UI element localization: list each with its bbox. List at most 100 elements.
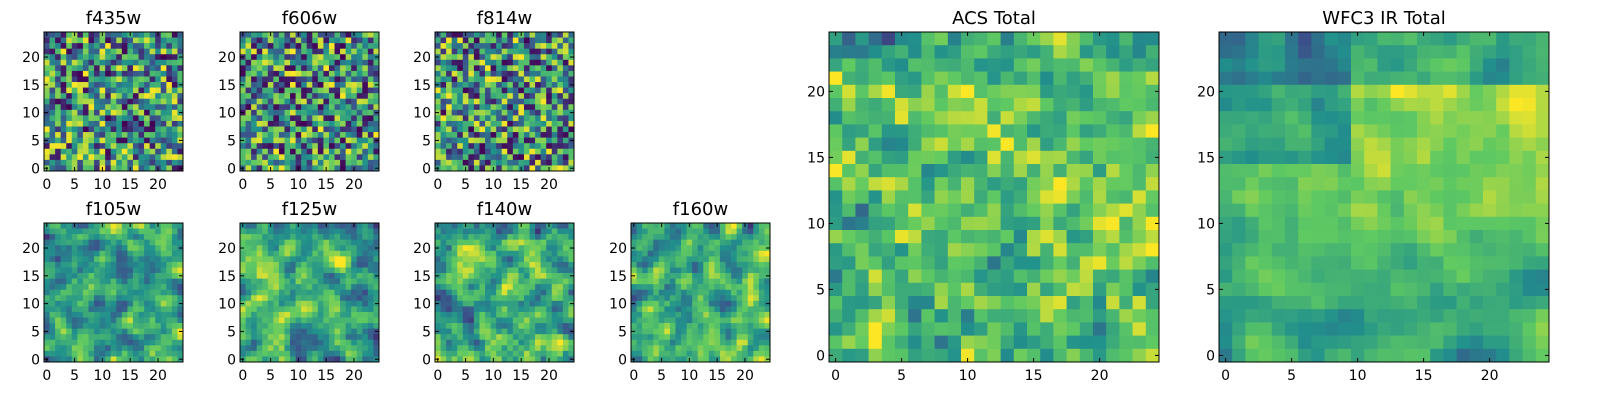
heatmap-cell <box>501 356 508 363</box>
heatmap-cell <box>457 223 464 229</box>
heatmap-cell <box>1013 164 1028 178</box>
heatmap-cell <box>256 245 263 252</box>
heatmap-cell <box>987 216 1001 231</box>
heatmap-cell <box>88 261 95 268</box>
heatmap-cell <box>251 115 258 122</box>
heatmap-cell <box>675 267 682 274</box>
heatmap-cell <box>356 82 363 88</box>
heatmap-cell <box>961 150 975 165</box>
heatmap-cell <box>512 70 519 77</box>
heatmap-cell <box>518 245 525 252</box>
heatmap-cell <box>658 300 665 307</box>
heatmap-cell <box>328 126 335 133</box>
axes-frame <box>239 31 380 172</box>
heatmap-cell <box>829 45 843 59</box>
heatmap-cell <box>345 356 352 363</box>
heatmap-cell <box>529 278 536 285</box>
heatmap-cell <box>262 289 269 296</box>
heatmap-cell <box>256 115 263 122</box>
heatmap-cell <box>753 317 760 324</box>
heatmap-cell <box>692 223 699 229</box>
heatmap-cell <box>507 82 514 88</box>
heatmap-cell <box>99 306 106 313</box>
heatmap-cell <box>351 159 358 166</box>
heatmap-cell <box>473 59 480 66</box>
heatmap-cell <box>485 87 491 94</box>
heatmap-cell <box>317 317 324 324</box>
heatmap-cell <box>1145 58 1160 72</box>
heatmap-cell <box>149 159 156 166</box>
heatmap-cell <box>155 82 162 88</box>
heatmap-cell <box>121 37 128 44</box>
heatmap-cell <box>562 65 569 72</box>
heatmap-cell <box>110 126 117 133</box>
heatmap-cell <box>245 228 252 235</box>
heatmap-cell <box>121 267 128 274</box>
heatmap-cell <box>468 295 475 302</box>
heatmap-cell <box>177 93 184 100</box>
heatmap-cell <box>457 345 464 352</box>
heatmap-cell <box>457 339 464 346</box>
heatmap-cell <box>121 76 128 83</box>
heatmap-cell <box>138 295 145 302</box>
heatmap-cell <box>356 334 363 341</box>
heatmap-cell <box>642 278 649 285</box>
heatmap-cell <box>642 306 649 313</box>
heatmap-cell <box>105 328 112 335</box>
heatmap-cell <box>669 295 676 302</box>
heatmap-cell <box>908 203 922 218</box>
heatmap-cell <box>273 234 280 241</box>
heatmap-cell <box>284 245 291 252</box>
heatmap-cell <box>719 306 726 313</box>
heatmap-cell <box>523 37 530 44</box>
heatmap-cell <box>267 87 274 94</box>
heatmap-cell <box>512 37 519 44</box>
heatmap-cell <box>551 339 558 346</box>
y-tick-label: 20 <box>218 50 236 66</box>
heatmap-cell <box>868 137 883 152</box>
heatmap-cell <box>99 137 106 144</box>
heatmap-cell <box>462 137 469 144</box>
heatmap-cell <box>557 311 564 318</box>
heatmap-cell <box>747 239 754 246</box>
heatmap-cell <box>312 120 319 127</box>
heatmap-cell <box>529 43 536 50</box>
heatmap-cell <box>49 317 56 324</box>
heatmap-cell <box>155 306 162 313</box>
heatmap-cell <box>66 295 73 302</box>
heatmap-cell <box>647 223 654 229</box>
x-tick-label: 15 <box>317 177 335 193</box>
heatmap-cell <box>340 273 346 279</box>
heatmap-cell <box>557 245 564 252</box>
heatmap-cell <box>127 234 134 241</box>
heatmap-cell <box>714 284 721 291</box>
heatmap-cell <box>490 87 497 94</box>
heatmap-cell <box>345 154 352 161</box>
heatmap-cell <box>507 311 514 318</box>
heatmap-cell <box>451 256 458 263</box>
heatmap-cell <box>49 234 56 241</box>
heatmap-cell <box>71 345 78 352</box>
heatmap-cell <box>256 345 263 352</box>
heatmap-cell <box>105 148 112 155</box>
heatmap-cell <box>653 245 660 252</box>
heatmap-cell <box>132 143 139 150</box>
heatmap-cell <box>351 261 358 268</box>
heatmap-cell <box>356 356 363 363</box>
heatmap-cell <box>306 109 313 116</box>
heatmap-cell <box>731 273 737 279</box>
heatmap-cell <box>551 143 558 150</box>
heatmap-cell <box>753 339 760 346</box>
heatmap-cell <box>116 278 123 285</box>
heatmap-cell <box>55 148 62 155</box>
heatmap-cell <box>160 82 167 88</box>
heatmap-cell <box>557 278 564 285</box>
heatmap-cell <box>373 159 380 166</box>
heatmap-cell <box>356 345 363 352</box>
heatmap-cell <box>155 339 162 346</box>
heatmap-cell <box>758 317 765 324</box>
heatmap-cell <box>144 223 150 229</box>
heatmap-cell <box>328 109 335 116</box>
heatmap-cell <box>562 154 569 161</box>
heatmap-cell <box>523 159 530 166</box>
